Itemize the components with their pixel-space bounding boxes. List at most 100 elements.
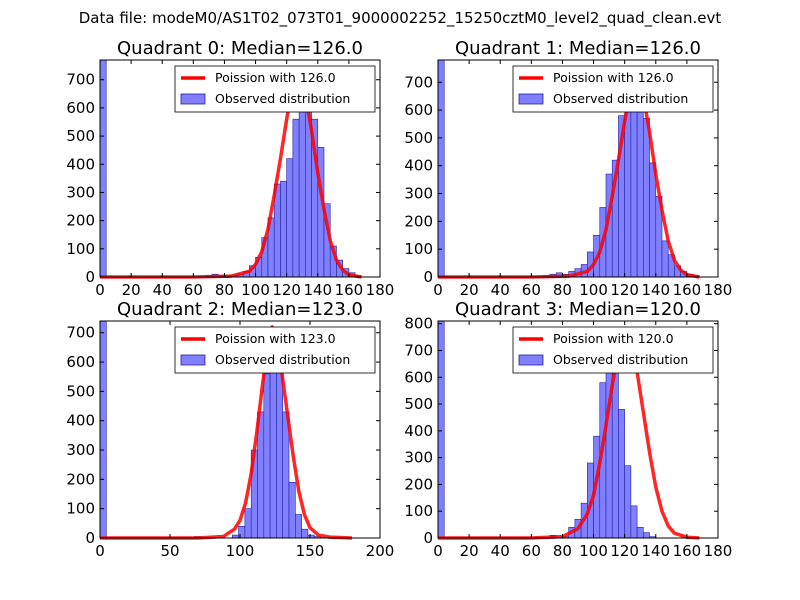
y-tick-label: 600 [66, 353, 95, 371]
y-tick-label: 0 [85, 529, 95, 547]
x-tick-label: 180 [704, 542, 733, 560]
histogram-bar [263, 373, 271, 539]
x-tick-label: 160 [673, 281, 702, 299]
panel-title: Quadrant 0: Median=126.0 [117, 38, 363, 59]
legend-bar-swatch [180, 93, 206, 105]
x-tick-label: 20 [460, 542, 479, 560]
plot-area: 0 20 40 60 80 100 120 140 160 1800100200300400500… [404, 59, 733, 299]
legend-label: Poission with 126.0 [215, 70, 336, 85]
x-tick-label: 150 [296, 542, 325, 560]
axes-frame [437, 320, 719, 539]
y-tick-label: 800 [404, 315, 433, 333]
histogram-bar [643, 532, 650, 539]
y-tick-label: 300 [404, 449, 433, 467]
x-tick-label: 100 [226, 542, 255, 560]
y-tick-label: 500 [66, 127, 95, 145]
x-tick-label: 100 [241, 281, 270, 299]
histogram-bar [630, 95, 638, 278]
x-tick-label: 140 [641, 281, 670, 299]
panel-quadrant-0: Quadrant 0: Median=126.0 0 20 40 60 80 100 120… [66, 38, 394, 299]
legend-label: Poission with 120.0 [553, 331, 674, 346]
legend: Poission with 126.0 Observed distribution [512, 65, 714, 113]
legend-label: Observed distribution [215, 91, 350, 106]
x-tick-label: 100 [579, 542, 608, 560]
legend-label: Poission with 123.0 [215, 331, 336, 346]
x-tick-label: 60 [522, 281, 541, 299]
x-tick-label: 120 [610, 542, 639, 560]
x-tick-label: 40 [153, 281, 172, 299]
y-tick-label: 700 [66, 324, 95, 342]
histogram-bar [301, 528, 309, 539]
y-tick-label: 400 [66, 155, 95, 173]
y-tick-label: 400 [66, 412, 95, 430]
y-tick-label: 200 [404, 212, 433, 230]
x-tick-label: 120 [610, 281, 639, 299]
y-tick-label: 700 [404, 73, 433, 91]
x-tick-label: 0 [95, 542, 105, 560]
legend-bar-swatch [518, 93, 544, 105]
histogram-bar [292, 118, 300, 278]
y-tick-label: 0 [423, 268, 433, 286]
histogram-bar [99, 320, 107, 539]
panel-quadrant-3: Quadrant 3: Median=120.0 0 20 40 60 80 100 120… [404, 299, 732, 560]
y-tick-label: 300 [66, 441, 95, 459]
legend: Poission with 120.0 Observed distribution [512, 326, 714, 374]
histogram-bar [298, 85, 306, 278]
x-tick-label: 0 [433, 281, 443, 299]
y-tick-label: 500 [66, 382, 95, 400]
x-tick-label: 140 [303, 281, 332, 299]
y-tick-label: 500 [404, 395, 433, 413]
y-tick-label: 400 [404, 157, 433, 175]
y-tick-label: 100 [66, 500, 95, 518]
y-tick-label: 700 [66, 71, 95, 89]
histogram-bar [276, 367, 283, 539]
histogram-bar [437, 59, 445, 278]
histogram-bars [99, 59, 362, 278]
x-tick-label: 60 [522, 542, 541, 560]
histogram-bar [661, 240, 669, 278]
y-tick-label: 300 [66, 183, 95, 201]
histogram-bar [643, 118, 650, 278]
histogram-bar [437, 320, 445, 539]
x-tick-label: 50 [160, 542, 179, 560]
x-tick-label: 160 [673, 542, 702, 560]
legend-box [174, 326, 376, 374]
x-tick-label: 180 [704, 281, 733, 299]
histogram-bar [288, 481, 296, 539]
y-tick-label: 100 [404, 502, 433, 520]
panel-title: Quadrant 1: Median=126.0 [455, 38, 701, 59]
figure-suptitle: Data file: modeM0/AS1T02_073T01_90000022… [79, 9, 722, 28]
x-tick-label: 0 [433, 542, 443, 560]
panel-quadrant-1: Quadrant 1: Median=126.0 0 20 40 60 80 100 120… [404, 38, 732, 299]
y-tick-label: 300 [404, 185, 433, 203]
panel-title: Quadrant 2: Median=123.0 [117, 299, 363, 320]
histogram-bar [630, 505, 638, 539]
y-tick-label: 500 [404, 129, 433, 147]
x-tick-label: 0 [95, 281, 105, 299]
x-tick-label: 120 [272, 281, 301, 299]
y-tick-label: 200 [66, 470, 95, 488]
x-tick-label: 20 [122, 281, 141, 299]
histogram-bar [618, 409, 625, 539]
x-tick-label: 40 [491, 281, 510, 299]
legend-label: Poission with 126.0 [553, 70, 674, 85]
y-tick-label: 600 [404, 101, 433, 119]
x-tick-label: 140 [641, 542, 670, 560]
panel-quadrant-2: Quadrant 2: Median=123.0 0 50 100 150 200 0 10… [66, 299, 394, 560]
histogram-bars [99, 320, 321, 539]
legend-label: Observed distribution [553, 91, 688, 106]
legend: Poission with 126.0 Observed distribution [174, 65, 376, 113]
legend: Poission with 123.0 Observed distribution [174, 326, 376, 374]
histogram-bar [99, 59, 107, 278]
x-tick-label: 40 [491, 542, 510, 560]
histogram-bar [636, 526, 644, 539]
histogram-bar [295, 514, 302, 539]
x-tick-label: 180 [366, 281, 395, 299]
legend-box [174, 65, 376, 113]
x-tick-label: 100 [579, 281, 608, 299]
plot-area: 0 20 40 60 80 100 120 140 160 1800100200300400500… [66, 59, 395, 299]
y-tick-label: 600 [66, 99, 95, 117]
legend-box [512, 326, 714, 374]
y-tick-label: 400 [404, 422, 433, 440]
